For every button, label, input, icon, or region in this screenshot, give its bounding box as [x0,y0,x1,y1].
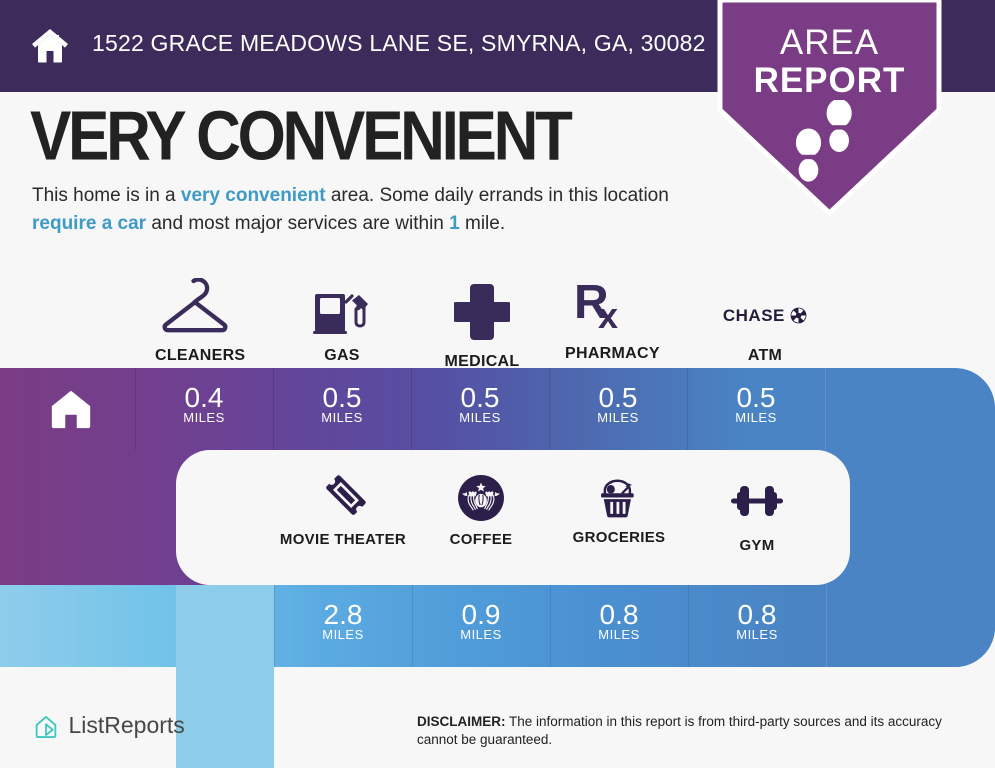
svg-text:x: x [598,295,618,336]
